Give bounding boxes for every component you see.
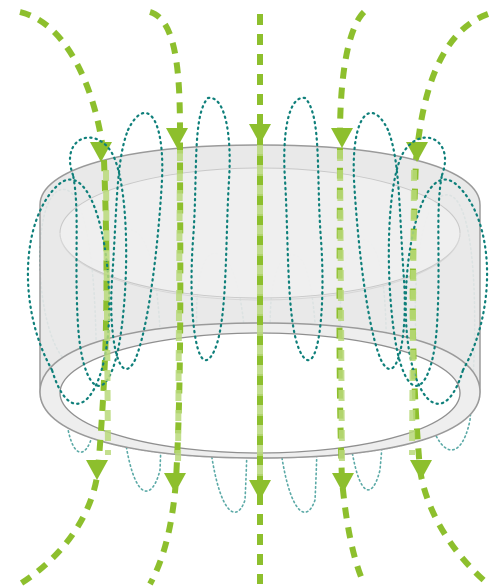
- arrowhead-bottom-4: [332, 473, 354, 493]
- current-loop-front-5: [283, 96, 324, 362]
- arrowhead-bottom-2: [164, 473, 186, 493]
- arrowhead-top-1: [90, 142, 112, 162]
- arrowhead-bottom-3: [249, 480, 271, 500]
- current-loop-front-7: [387, 136, 447, 387]
- field-line-overlay-5: [409, 169, 417, 456]
- field-line-overlay-2: [175, 149, 183, 471]
- field-line-overlay-1: [103, 169, 111, 456]
- field-lines-through-ring: [103, 145, 417, 480]
- arrowhead-top-4: [331, 128, 353, 148]
- arrowhead-bottom-5: [410, 460, 432, 480]
- current-loop-front-8: [404, 178, 489, 405]
- current-loop-front-3: [110, 111, 164, 370]
- field-arrowheads: [86, 124, 432, 500]
- current-loop-front-6: [352, 111, 406, 370]
- field-line-overlay-4: [337, 149, 345, 471]
- current-loop-front-4: [190, 96, 231, 362]
- current-loop-front-1: [26, 178, 111, 405]
- arrowhead-bottom-1: [86, 460, 108, 480]
- field-line-4: [336, 9, 367, 586]
- front-current-loops: [26, 96, 489, 405]
- arrowhead-top-2: [166, 128, 188, 148]
- arrowhead-top-3: [249, 124, 271, 144]
- current-loop-front-2: [68, 136, 128, 387]
- field-line-2: [147, 9, 184, 586]
- arrowhead-top-5: [406, 142, 428, 162]
- field-line-1: [18, 9, 110, 586]
